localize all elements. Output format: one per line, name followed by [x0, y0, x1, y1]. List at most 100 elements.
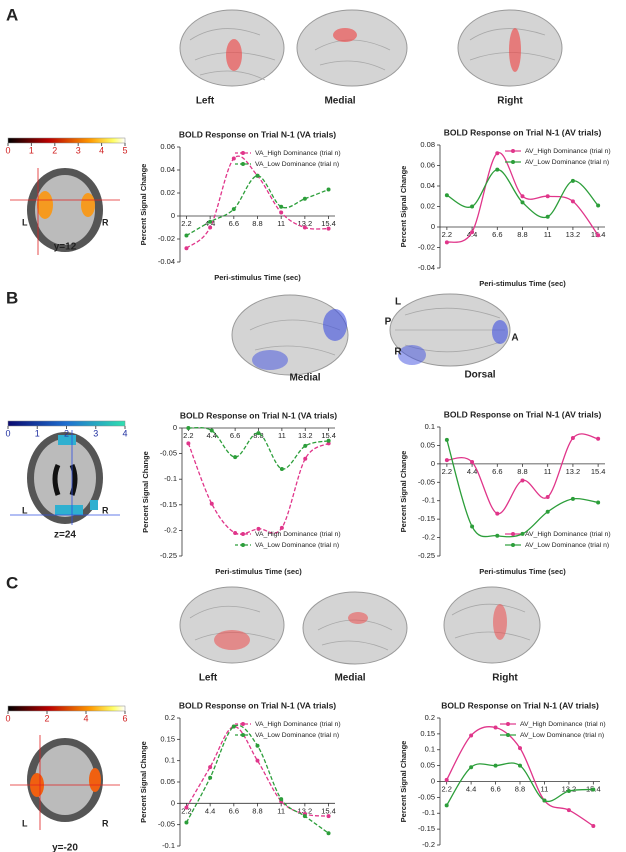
- y-axis-label: Percent Signal Change: [399, 451, 408, 533]
- legend-dot: [511, 543, 515, 547]
- data-point: [545, 495, 550, 500]
- line-chart: BOLD Response on Trial N-1 (VA trials) Pe…: [139, 129, 341, 282]
- y-tick-label: -0.1: [162, 841, 175, 850]
- legend-dot: [241, 162, 245, 166]
- legend-dot: [241, 543, 245, 547]
- x-tick-label: 11: [277, 806, 285, 815]
- x-tick-label: 11: [541, 784, 549, 793]
- y-tick-label: -0.2: [164, 525, 177, 534]
- legend-label: AV_High Dominance (trial n): [525, 148, 611, 155]
- data-point: [545, 214, 550, 219]
- legend-dot: [511, 532, 515, 536]
- y-tick-label: -0.05: [160, 449, 177, 458]
- y-tick-label: -0.15: [418, 514, 435, 523]
- legend-label: VA_Low Dominance (trial n): [255, 542, 339, 549]
- data-point: [255, 173, 260, 178]
- x-tick-label: 4.4: [205, 806, 215, 815]
- data-point: [596, 500, 601, 505]
- colorbar-tick-label: 4: [122, 428, 127, 438]
- brain-label: Medial: [289, 373, 320, 384]
- legend-dot: [241, 733, 245, 737]
- line-chart: BOLD Response on Trial N-1 (AV trials) Pe…: [399, 409, 611, 576]
- y-tick-label: 0.1: [425, 422, 435, 431]
- data-point: [545, 509, 550, 514]
- data-point: [520, 478, 525, 483]
- colorbar-tick-label: 0: [5, 145, 10, 155]
- data-point: [326, 226, 331, 231]
- x-tick-label: 8.8: [517, 467, 527, 476]
- x-axis-label: Peri-stimulus Time (sec): [214, 273, 301, 282]
- data-point: [231, 724, 236, 729]
- colorbar-tick-label: 0: [5, 713, 10, 723]
- colorbar-tick-label: 5: [122, 145, 127, 155]
- legend-dot: [241, 722, 245, 726]
- data-point: [570, 199, 575, 204]
- legend-label: AV_Low Dominance (trial n): [520, 732, 604, 739]
- y-tick-label: 0.1: [165, 756, 175, 765]
- y-tick-label: -0.25: [160, 551, 177, 560]
- y-tick-label: 0: [431, 776, 435, 785]
- colorbar: [7, 420, 126, 427]
- data-point: [444, 240, 449, 245]
- series-line: [187, 442, 329, 535]
- side-label: R: [102, 818, 109, 828]
- x-tick-label: 11: [277, 219, 285, 228]
- x-tick-label: 2.2: [442, 467, 452, 476]
- data-point: [209, 428, 214, 433]
- x-tick-label: 11: [278, 431, 286, 440]
- x-tick-label: 2.2: [441, 784, 451, 793]
- y-tick-label: 0.04: [420, 181, 435, 190]
- y-tick-label: 0.2: [425, 713, 435, 722]
- data-point: [495, 167, 500, 172]
- y-tick-label: 0: [173, 423, 177, 432]
- slice-c: [10, 735, 120, 830]
- y-tick-label: 0.04: [160, 165, 175, 174]
- data-point: [570, 178, 575, 183]
- legend-label: AV_Low Dominance (trial n): [525, 159, 609, 166]
- y-tick-label: 0.1: [425, 745, 435, 754]
- y-tick-label: -0.02: [418, 242, 435, 251]
- colorbar-tick-label: 3: [93, 428, 98, 438]
- chart-title: BOLD Response on Trial N-1 (VA trials): [179, 129, 336, 139]
- y-tick-label: -0.04: [418, 263, 435, 272]
- data-point: [495, 533, 500, 538]
- x-tick-label: 13.2: [562, 784, 577, 793]
- data-point: [596, 436, 601, 441]
- x-tick-label: 11: [544, 230, 552, 239]
- line-chart: BOLD Response on Trial N-1 (AV trials) Pe…: [399, 700, 606, 849]
- data-point: [256, 526, 261, 531]
- data-point: [231, 207, 236, 212]
- y-axis-label: Percent Signal Change: [139, 741, 148, 823]
- side-label: R: [102, 505, 109, 515]
- legend-dot: [241, 151, 245, 155]
- colorbar-tick-label: 3: [76, 145, 81, 155]
- x-tick-label: 2.2: [442, 230, 452, 239]
- data-point: [444, 777, 449, 782]
- legend-dot: [506, 733, 510, 737]
- chart-title: BOLD Response on Trial N-1 (AV trials): [444, 409, 602, 419]
- y-tick-label: 0.05: [160, 777, 175, 786]
- data-point: [208, 225, 213, 230]
- y-tick-label: -0.05: [418, 792, 435, 801]
- x-tick-label: 13.2: [566, 467, 581, 476]
- colorbar-tick-label: 1: [29, 145, 34, 155]
- legend-label: AV_Low Dominance (trial n): [525, 542, 609, 549]
- x-tick-label: 6.6: [490, 784, 500, 793]
- colorbar-tick-label: 2: [64, 428, 69, 438]
- x-tick-label: 2.2: [181, 219, 191, 228]
- y-axis-label: Percent Signal Change: [139, 164, 148, 246]
- y-axis-label: Percent Signal Change: [399, 166, 408, 248]
- brain-label: Right: [492, 673, 518, 684]
- x-axis-label: Peri-stimulus Time (sec): [215, 567, 302, 576]
- y-tick-label: 0.08: [420, 140, 435, 149]
- x-tick-label: 11: [544, 467, 552, 476]
- y-tick-label: 0.2: [165, 713, 175, 722]
- data-point: [279, 210, 284, 215]
- y-axis-label: Percent Signal Change: [141, 451, 150, 533]
- y-tick-label: 0: [431, 459, 435, 468]
- brain-label: Medial: [334, 673, 365, 684]
- data-point: [470, 460, 475, 465]
- colorbar-tick-label: 6: [122, 713, 127, 723]
- y-tick-label: 0.02: [160, 188, 175, 197]
- data-point: [518, 763, 522, 768]
